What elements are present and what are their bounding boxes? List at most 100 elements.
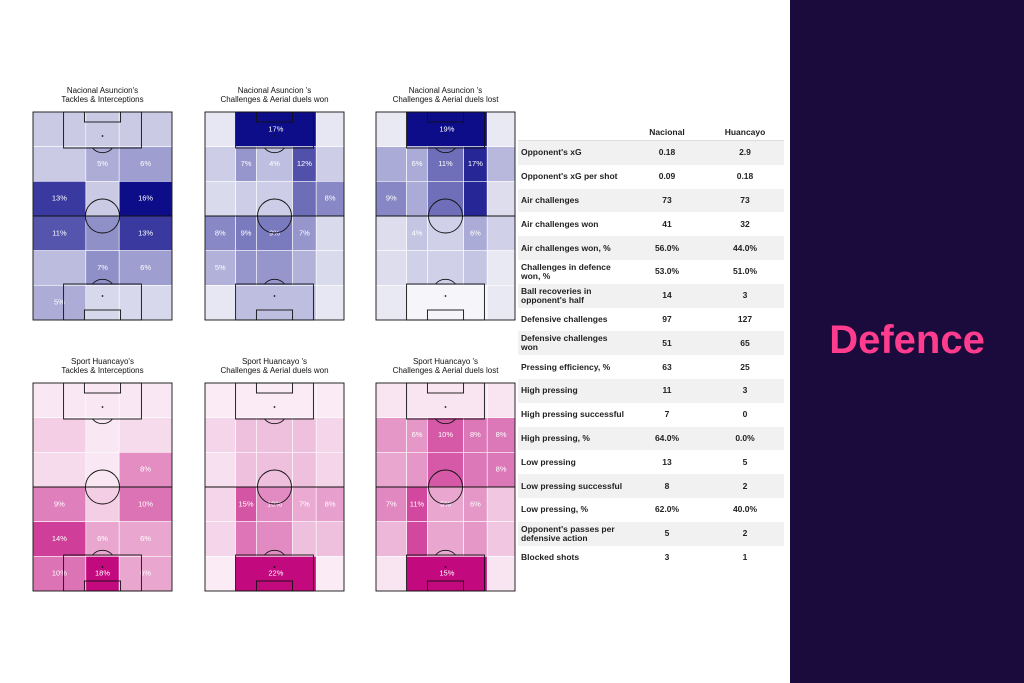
cell-value: 56.0% <box>628 236 706 260</box>
heat-cell <box>292 181 317 217</box>
cell-value: 44.0% <box>706 236 784 260</box>
cell-value: 51 <box>628 331 706 356</box>
heat-cell <box>375 382 407 418</box>
heat-cell <box>292 521 317 557</box>
penalty-arc <box>264 418 285 425</box>
table-row: Air challenges 73 73 <box>518 188 784 213</box>
centre-circle <box>85 198 120 234</box>
table-row: Pressing efficiency, % 63 25 <box>518 355 784 379</box>
cell-label: 12% <box>297 159 312 168</box>
heat-cell <box>315 285 345 321</box>
heat-cell <box>315 146 345 182</box>
heat-cell <box>406 382 488 418</box>
penalty-spot <box>101 566 104 568</box>
heat-cell <box>32 215 87 251</box>
heat-cell <box>235 181 257 217</box>
cell-label: 7% <box>241 159 252 168</box>
table-row: High pressing 11 3 <box>518 378 784 403</box>
cell-label: 6% <box>470 499 481 508</box>
heat-cell <box>85 382 120 418</box>
heat-cell <box>292 250 317 286</box>
table-row: High pressing, % 64.0% 0.0% <box>518 426 784 451</box>
heat-cell <box>118 146 173 182</box>
table-row: Blocked shots 3 1 <box>518 546 784 570</box>
table-row: Challenges in defence won, % 53.0% 51.0% <box>518 260 784 284</box>
pitch-title: Challenges & Aerial duels lost <box>393 366 500 375</box>
table-row: Low pressing successful 8 2 <box>518 474 784 498</box>
heat-cell <box>463 521 488 557</box>
penalty-arc <box>435 418 456 425</box>
row-label: Low pressing, % <box>521 504 589 515</box>
heat-cell <box>427 250 464 286</box>
cell-label: 6% <box>97 534 108 543</box>
cell-value: 64.0% <box>628 426 706 451</box>
cell-value: 63 <box>662 361 672 372</box>
row-label: High pressing, % <box>518 426 628 451</box>
heat-cell <box>204 111 236 147</box>
table-row: Defensive challenges 97 127 <box>518 308 784 332</box>
heat-cell <box>315 181 345 217</box>
cell-label: 17% <box>468 159 483 168</box>
penalty-arc <box>92 418 113 425</box>
pitch-title: Challenges & Aerial duels won <box>220 366 328 375</box>
cell-label: 5% <box>215 263 226 272</box>
penalty-spot <box>101 135 104 137</box>
heat-cell <box>118 250 173 286</box>
cell-label: 9% <box>241 228 252 237</box>
stats-table: Nacional Huancayo Opponent's xG 0.18 2.9 Oppo… <box>518 124 784 569</box>
heat-cell <box>235 111 317 147</box>
heat-cell <box>315 250 345 286</box>
cell-value: 13 <box>662 456 672 467</box>
heat-cell <box>85 285 120 321</box>
goal-area <box>255 580 294 592</box>
goal-area <box>426 111 465 123</box>
cell-value: 1 <box>742 551 748 562</box>
heat-cell <box>32 417 87 453</box>
penalty-arc <box>92 147 113 154</box>
heat-cell <box>256 521 293 557</box>
cell-label: 6% <box>412 430 423 439</box>
heat-cell <box>315 556 345 592</box>
heat-cell <box>315 417 345 453</box>
penalty-spot <box>273 135 276 137</box>
cell-value: 62.0% <box>654 504 680 515</box>
heat-cell <box>204 285 236 321</box>
cell-value: 3 <box>664 551 670 562</box>
column-header: Huancayo <box>706 124 784 141</box>
heat-cell <box>32 181 87 217</box>
heat-cell <box>375 215 407 251</box>
penalty-arc <box>264 549 285 556</box>
heat-cell <box>204 215 236 251</box>
table-row: Low pressing, % 62.0% 40.0% <box>518 498 784 522</box>
cell-value: 2 <box>706 474 784 498</box>
heat-cell <box>315 486 345 522</box>
heat-cell <box>118 285 173 321</box>
heat-cell <box>204 382 236 418</box>
cell-value: 0.0% <box>706 426 784 451</box>
cell-label: 14% <box>52 534 67 543</box>
heat-cell <box>463 452 488 488</box>
penalty-spot <box>444 295 447 297</box>
heat-cell <box>315 452 345 488</box>
penalty-arc <box>435 549 456 556</box>
heat-cell <box>235 382 317 418</box>
panel-title: Defence <box>829 318 985 362</box>
heat-cell <box>204 486 236 522</box>
cell-label: 5% <box>54 298 65 307</box>
cell-label: 13% <box>52 194 67 203</box>
goal-area <box>426 382 465 394</box>
goal-area <box>83 382 122 394</box>
heat-cell <box>315 521 345 557</box>
pitch-title: Nacional Asuncion 's <box>409 86 483 95</box>
heat-cell <box>406 556 488 592</box>
heat-cell <box>85 556 120 592</box>
cell-label: 8% <box>470 430 481 439</box>
cell-label: 6% <box>412 159 423 168</box>
cell-value: 14 <box>628 283 706 308</box>
heat-cell <box>375 111 407 147</box>
centre-circle <box>85 469 120 505</box>
penalty-arc <box>264 278 285 285</box>
heat-cell <box>375 146 407 182</box>
